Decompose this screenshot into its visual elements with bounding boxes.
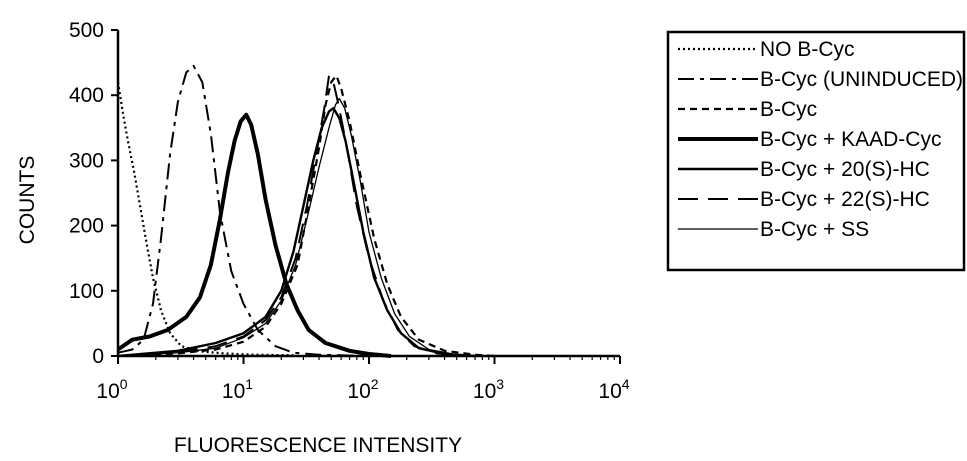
legend: NO B-Cyc B-Cyc (UNINDUCED) B-Cyc B-Cyc + KA… xyxy=(666,30,966,272)
x-axis-ticks: 100 101 102 103 104 xyxy=(96,356,630,403)
series-line-7 xyxy=(117,97,489,357)
y-tick-label: 400 xyxy=(69,84,104,107)
y-tick-label: 300 xyxy=(69,149,104,172)
legend-label: NO B-Cyc xyxy=(760,38,855,61)
x-tick-label: 100 xyxy=(96,376,127,403)
y-axis-title: COUNTS xyxy=(16,156,39,245)
series-line-1 xyxy=(116,82,294,357)
y-tick-label: 200 xyxy=(69,215,104,238)
series-lines xyxy=(116,64,495,358)
y-tick-label: 0 xyxy=(92,345,104,368)
legend-label: B-Cyc + SS xyxy=(760,218,869,241)
series-line-6 xyxy=(117,74,467,357)
series-line-3 xyxy=(117,74,495,358)
x-axis-title: FLUORESCENCE INTENSITY xyxy=(174,434,462,457)
x-tick-label: 104 xyxy=(598,376,629,403)
legend-label: B-Cyc + KAAD-Cyc xyxy=(760,128,941,151)
legend-label: B-Cyc (UNINDUCED) xyxy=(760,68,963,91)
x-tick-label: 101 xyxy=(222,376,253,403)
y-axis-ticks: 0 100 200 300 400 500 xyxy=(69,19,118,368)
y-tick-label: 500 xyxy=(69,19,104,42)
legend-label: B-Cyc + 20(S)-HC xyxy=(760,158,930,181)
legend-box xyxy=(666,30,966,272)
x-tick-label: 103 xyxy=(473,376,504,403)
legend-label: B-Cyc + 22(S)-HC xyxy=(760,188,930,211)
series-line-4 xyxy=(116,112,392,358)
legend-label: B-Cyc xyxy=(760,98,817,121)
series-line-2 xyxy=(117,64,370,357)
x-tick-label: 102 xyxy=(347,376,378,403)
y-tick-label: 100 xyxy=(69,280,104,303)
